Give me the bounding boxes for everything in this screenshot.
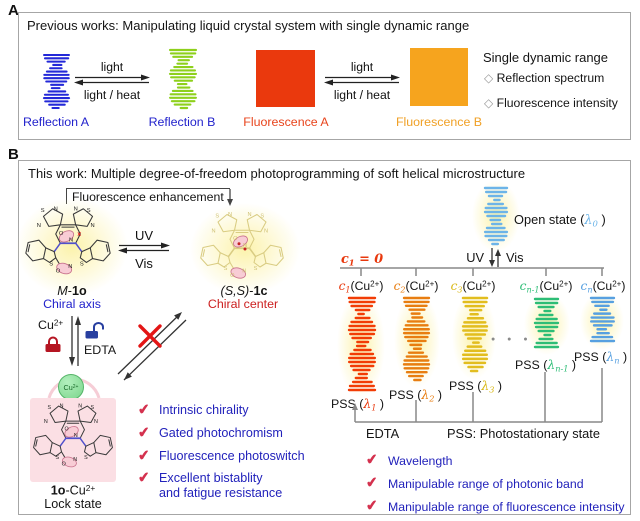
panel-b-label: B	[8, 146, 19, 163]
feature-item: Fluorescence photoswitch	[159, 449, 305, 463]
panel-a-label: A	[8, 2, 19, 19]
lock-open-icon	[85, 322, 104, 339]
check-icon: ✔	[365, 473, 379, 491]
uv-vis-arrows: UV Vis	[118, 229, 170, 270]
uv-label: UV	[134, 228, 154, 243]
equilibrium-arrows-2: light light / heat	[324, 61, 400, 102]
equilibrium-arrows-1: light light / heat	[74, 61, 150, 102]
panel-b-title: This work: Multiple degree-of-freedom ph…	[28, 166, 526, 181]
fluorescence-enhancement-label: Fluorescence enhancement	[66, 188, 230, 204]
light-heat-label: light / heat	[83, 88, 141, 102]
vis-label: Vis	[506, 250, 524, 265]
feature-item: Intrinsic chirality	[159, 403, 249, 417]
molecule-m1o: ×	[25, 205, 111, 277]
branch-tree	[340, 267, 604, 276]
light-heat-label: light / heat	[333, 88, 391, 102]
reversible-arrow-icon	[324, 74, 400, 86]
chiral-center-label: Chiral center	[207, 297, 279, 311]
label-reflection-a: Reflection A	[22, 115, 90, 129]
uv-vis-vertical-arrows	[489, 248, 501, 267]
open-state-label: Open state (λ0 )	[514, 212, 606, 229]
molecule-label-ss1c: (S,S)-1c	[220, 284, 268, 298]
panel-a	[18, 12, 631, 140]
feature-item: Gated photochromism	[159, 426, 283, 440]
chiral-center-dot	[243, 247, 247, 251]
diamond-icon: ◇	[484, 96, 494, 110]
legend-item: ◇ Fluorescence intensity	[484, 96, 618, 110]
helix-reflection-b	[167, 48, 199, 115]
lock-complex-label: 1o-Cu2+	[50, 483, 96, 498]
helix-5	[588, 296, 617, 348]
pss-label-2: PSS (λ2 )	[389, 387, 443, 404]
cu-edta-arrows	[69, 316, 81, 366]
lock-state-box	[30, 398, 116, 482]
down-arrow-icon	[227, 189, 233, 206]
column-label-1: c1(Cu2+)	[338, 279, 384, 295]
pss-definition-label: PSS: Photostationary state	[447, 426, 600, 441]
red-x-icon	[138, 324, 162, 348]
helix-reflection-a	[41, 53, 72, 115]
helix-2	[401, 296, 432, 387]
light-label: light	[100, 60, 124, 74]
column-label-3: c3(Cu2+)	[450, 279, 496, 295]
lock-closed-icon	[45, 336, 61, 352]
legend-item-label: Reflection spectrum	[496, 71, 605, 85]
check-icon: ✔	[137, 446, 151, 464]
pss-label-3: PSS (λ3 )	[449, 378, 503, 395]
blocked-pathway-arrow	[117, 312, 187, 381]
feature-item-continuation: and fatigue resistance	[159, 486, 283, 500]
feature-item-right: Manipulable range of fluorescence intens…	[388, 500, 625, 514]
column-label-4: cn-1(Cu2+)	[519, 279, 573, 295]
diamond-icon: ◇	[484, 71, 494, 85]
edta-bottom-label: EDTA	[366, 426, 400, 441]
c1-zero-label: c1 = 0	[341, 252, 384, 268]
helix-4	[532, 297, 561, 354]
check-icon: ✔	[137, 468, 151, 486]
cu-ion-badge: Cu 2+	[58, 374, 84, 400]
helix-1	[346, 296, 378, 397]
ellipsis-dots: ● ● ●	[491, 336, 533, 343]
feature-item-right: Manipulable range of photonic band	[388, 477, 584, 491]
open-state-helix	[482, 186, 510, 251]
pss-label-5: PSS (λn )	[574, 349, 628, 366]
reversible-arrow-icon	[118, 242, 170, 254]
lock-state-label: Lock state	[44, 497, 102, 511]
panel-a-title: Previous works: Manipulating liquid crys…	[27, 18, 470, 33]
red-x-icon: ×	[77, 231, 81, 238]
label-fluorescence-a: Fluorescence A	[243, 115, 329, 129]
legend-item: ◇ Reflection spectrum	[484, 71, 604, 85]
up-arrow-icon	[352, 403, 358, 410]
light-label: light	[350, 60, 374, 74]
reversible-arrow-icon	[74, 74, 150, 86]
cu-label: Cu2+	[38, 318, 64, 332]
square-fluorescence-b	[410, 48, 468, 106]
label-fluorescence-b: Fluorescence B	[395, 115, 483, 129]
legend-item-label: Fluorescence intensity	[496, 96, 618, 110]
legend-title: Single dynamic range	[483, 50, 609, 65]
label-reflection-b: Reflection B	[148, 115, 216, 129]
column-label-5: cn(Cu2+)	[580, 279, 626, 295]
chiral-center-dot	[237, 242, 241, 246]
pss-label-4: PSS (λn-1 )	[515, 357, 577, 374]
collector-lines	[352, 368, 603, 423]
feature-item-right: Wavelength	[388, 454, 453, 468]
molecule-label-m1o: M-1o	[57, 284, 87, 298]
helix-3	[460, 296, 490, 378]
molecule-lock	[33, 403, 113, 469]
vis-label: Vis	[135, 256, 153, 271]
check-icon: ✔	[365, 450, 379, 468]
uv-label: UV	[466, 250, 484, 265]
check-icon: ✔	[137, 400, 151, 418]
check-icon: ✔	[365, 496, 379, 514]
molecule-ss1c	[200, 211, 284, 281]
edta-label: EDTA	[84, 343, 117, 357]
feature-item: Excellent bistablity	[159, 471, 263, 485]
column-label-2: c2(Cu2+)	[393, 279, 439, 295]
check-icon: ✔	[137, 423, 151, 441]
chiral-axis-label: Chiral axis	[43, 297, 101, 311]
square-fluorescence-a	[256, 50, 315, 107]
